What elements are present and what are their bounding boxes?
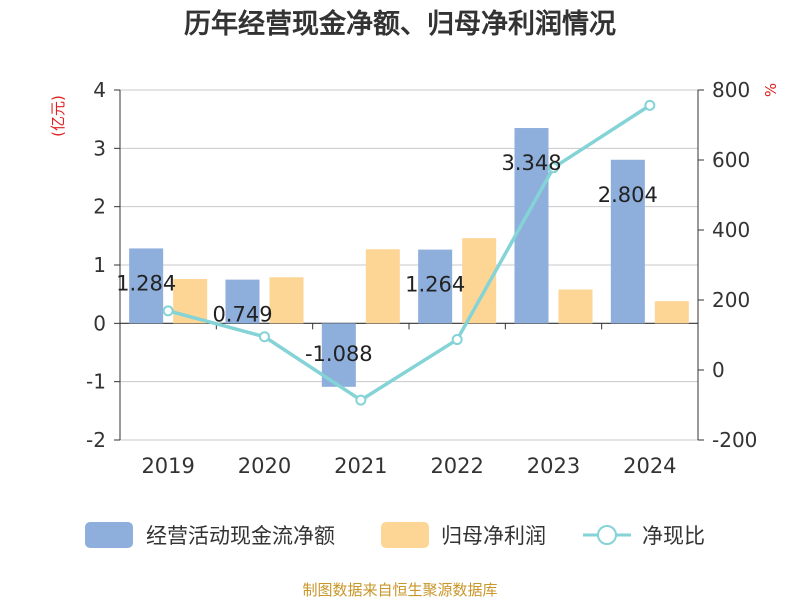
left-axis-tick-label: 2 — [93, 195, 106, 219]
left-axis-tick-label: 0 — [93, 311, 106, 335]
net-profit-bar — [365, 249, 400, 324]
right-axis-tick-label: 0 — [712, 358, 725, 382]
cashflow-value-label: 1.284 — [116, 271, 176, 295]
net-profit-bar — [654, 301, 689, 324]
bars — [129, 128, 689, 387]
right-axis-unit: % — [762, 83, 780, 97]
left-axis-tick-label: 3 — [93, 136, 106, 160]
cashflow-bar — [610, 159, 645, 324]
axes: 4 3 2 1 0 -1 -2 800 600 400 200 0 -200 2019 2020 2021 20… — [86, 78, 757, 478]
ratio-line — [162, 99, 656, 406]
legend: 经营活动现金流净额 归母净利润 净现比 — [85, 522, 705, 548]
ratio-point — [644, 99, 656, 111]
ratio-point — [355, 394, 367, 406]
left-axis-unit: (亿元) — [49, 95, 67, 137]
right-axis-tick-label: 800 — [712, 78, 750, 102]
legend-swatch-ratio-marker — [597, 525, 617, 545]
data-labels: 1.284 0.749 -1.088 1.264 3.348 2.804 — [116, 151, 658, 366]
x-axis-tick-label: 2023 — [527, 454, 580, 478]
left-axis-tick-label: 4 — [93, 78, 106, 102]
ratio-point — [162, 305, 174, 317]
left-axis-tick-label: -1 — [86, 370, 106, 394]
cashflow-value-label: 0.749 — [212, 303, 272, 327]
legend-swatch-cashflow — [85, 522, 133, 548]
x-axis-tick-label: 2022 — [430, 454, 483, 478]
ratio-point — [451, 334, 463, 346]
legend-label-net-profit: 归母净利润 — [441, 524, 546, 548]
right-axis-tick-label: 400 — [712, 218, 750, 242]
right-axis-tick-label: 600 — [712, 148, 750, 172]
cashflow-value-label: 2.804 — [598, 183, 658, 207]
ratio-point — [259, 331, 270, 343]
legend-swatch-net-profit — [381, 522, 429, 548]
net-profit-bar — [269, 277, 304, 324]
legend-label-cashflow: 经营活动现金流净额 — [146, 524, 335, 548]
cashflow-bar — [418, 249, 453, 324]
legend-label-ratio: 净现比 — [642, 524, 705, 548]
cashflow-value-label: -1.088 — [305, 342, 373, 366]
net-profit-bar — [558, 289, 593, 324]
right-axis-tick-label: -200 — [712, 428, 757, 452]
cashflow-value-label: 1.264 — [405, 273, 465, 297]
x-axis-tick-label: 2020 — [238, 454, 291, 478]
ratio-line-path — [167, 103, 651, 402]
cashflow-value-label: 3.348 — [501, 151, 561, 175]
x-axis-tick-label: 2021 — [334, 454, 387, 478]
right-axis-tick-label: 200 — [712, 288, 750, 312]
chart-title: 历年经营现金净额、归母净利润情况 — [184, 8, 616, 40]
source-note: 制图数据来自恒生聚源数据库 — [302, 581, 497, 599]
cashflow-bar — [129, 248, 164, 324]
grid-lines — [120, 89, 698, 441]
left-axis-tick-label: 1 — [93, 253, 106, 277]
left-axis-tick-label: -2 — [86, 428, 106, 452]
ratio-point — [548, 162, 559, 174]
cashflow-bar — [225, 279, 260, 324]
x-axis-tick-label: 2019 — [141, 454, 194, 478]
x-axis-tick-label: 2024 — [623, 454, 676, 478]
